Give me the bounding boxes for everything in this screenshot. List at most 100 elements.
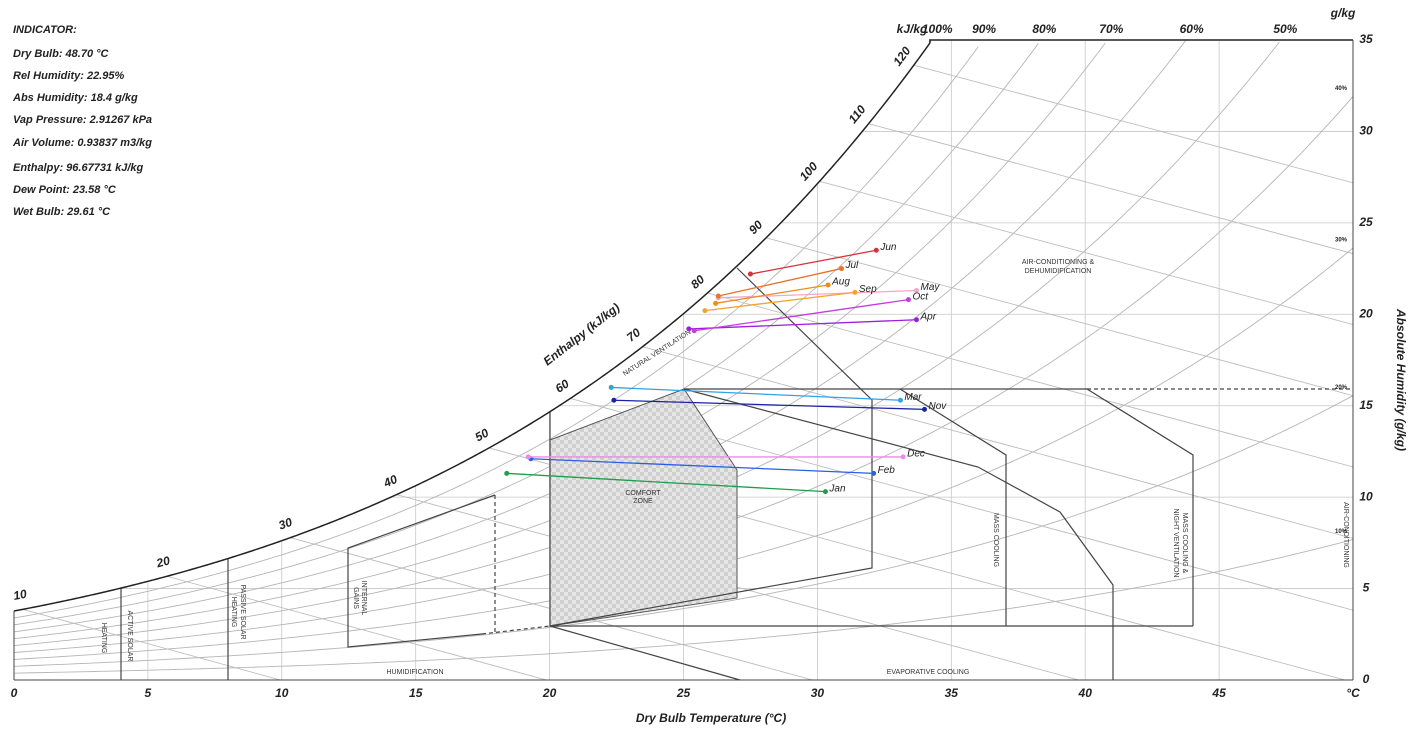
month-line [750, 249, 877, 275]
month-label: May [920, 282, 940, 293]
y-tick-label: 35 [1359, 32, 1373, 46]
enthalpy-label: 80 [688, 272, 708, 292]
x-axis-title: Dry Bulb Temperature (°C) [636, 711, 786, 725]
x-tick-label: 20 [542, 686, 557, 700]
zone-label: PASSIVE SOLAR [239, 584, 246, 639]
month-label: Aug [831, 277, 850, 288]
month-point [825, 282, 831, 288]
evaporative-line [549, 625, 741, 681]
enthalpy-label: 60 [553, 376, 572, 395]
zone-label: NIGHT VENTILATION [1172, 509, 1179, 578]
rh-label: 50% [1273, 22, 1297, 36]
month-line [694, 299, 909, 332]
month-point [913, 317, 919, 323]
rh-label: 40% [1335, 86, 1348, 92]
enthalpy-line [913, 64, 1353, 680]
indicator-line: Enthalpy: 96.67731 kJ/kg [13, 162, 144, 174]
month-point [686, 326, 692, 332]
month-point [897, 397, 903, 403]
rh-curve [14, 46, 979, 619]
zone-label: DEHUMIDIFICATION [1025, 268, 1092, 275]
month-line [715, 284, 829, 304]
enthalpy-label: 40 [381, 472, 400, 491]
zone-label: MASS COOLING & [1181, 513, 1188, 574]
rh-label: 60% [1180, 22, 1204, 36]
indicator-line: Air Volume: 0.93837 m3/kg [12, 137, 152, 149]
zone-label: COMFORT [625, 490, 661, 497]
month-point [822, 489, 828, 495]
comfort-zone [549, 388, 738, 627]
enthalpy-line [396, 494, 1079, 680]
enthalpy-line [22, 608, 281, 680]
enthalpy-label: 120 [890, 44, 913, 69]
internal-gains-zone [347, 494, 496, 648]
month-point [504, 470, 510, 476]
y-tick-label: 20 [1358, 306, 1373, 320]
x-tick-label: 25 [676, 686, 691, 700]
rh-label: 30% [1335, 238, 1348, 244]
month-point [913, 288, 919, 294]
month-label: Feb [878, 465, 896, 476]
enthalpy-line [819, 180, 1353, 680]
rh-label: 20% [1335, 385, 1348, 391]
rh-label: 10% [1335, 529, 1348, 535]
month-label: Nov [929, 401, 948, 412]
enthalpy-line [166, 575, 547, 680]
x-tick-label: 35 [945, 686, 959, 700]
month-point [747, 271, 753, 277]
y-tick-label: 15 [1359, 398, 1373, 412]
zone-label: ACTIVE SOLAR [126, 611, 133, 662]
zone-label: AIR-CONDITIONING [1342, 502, 1349, 568]
y-tick-label: 10 [1359, 489, 1373, 503]
month-point [525, 454, 531, 460]
indicator-line: Wet Bulb: 29.61 °C [13, 206, 111, 218]
indicator-line: Dry Bulb: 48.70 °C [13, 48, 110, 60]
rh-curve [14, 40, 932, 612]
enthalpy-label: 30 [277, 515, 295, 533]
rh-label: 80% [1032, 22, 1056, 36]
enthalpy-line [642, 346, 1353, 680]
month-point [871, 470, 877, 476]
x-tick-label: 0 [11, 686, 18, 700]
month-label: Dec [907, 449, 925, 460]
month-line [613, 399, 925, 411]
y-tick-label: 5 [1363, 581, 1370, 595]
x-tick-label: 5 [145, 686, 152, 700]
indicator-line: Vap Pressure: 2.91267 kPa [13, 114, 152, 126]
indicator-line: Abs Humidity: 18.4 g/kg [12, 92, 138, 104]
month-label: Apr [919, 311, 936, 322]
enthalpy-label: 10 [12, 587, 28, 603]
x-tick-label: 10 [275, 686, 289, 700]
month-label: Mar [904, 392, 922, 403]
y-tick-label: 30 [1359, 124, 1373, 138]
month-line [704, 291, 855, 312]
zone-label: HEATING [230, 597, 237, 628]
mass-cooling-zone [899, 388, 1007, 626]
x-tick-label: 40 [1078, 686, 1093, 700]
rh-label: 100% [922, 22, 953, 36]
enthalpy-label: 90 [746, 217, 766, 237]
night-ventilation-zone [1086, 388, 1194, 626]
month-point [905, 297, 911, 303]
y-tick-label: 0 [1363, 672, 1370, 686]
month-line [530, 458, 874, 475]
month-point [608, 384, 614, 390]
zone-label: HUMIDIFICATION [386, 669, 443, 676]
enthalpy-label: 110 [846, 102, 869, 126]
indicator-line: Dew Point: 23.58 °C [13, 184, 117, 196]
month-point [715, 293, 721, 299]
zone-label: HEATING [100, 623, 107, 654]
month-point [713, 300, 719, 306]
natural-ventilation-zone [549, 267, 873, 627]
month-line [688, 319, 917, 330]
zone-line [481, 625, 551, 635]
month-point [691, 328, 697, 334]
zones [120, 267, 1353, 681]
month-point [922, 406, 928, 412]
month-point [839, 266, 845, 272]
month-line [718, 289, 917, 299]
zone-label: EVAPORATIVE COOLING [887, 669, 970, 676]
y-unit: g/kg [1330, 6, 1356, 20]
month-point [900, 454, 906, 460]
